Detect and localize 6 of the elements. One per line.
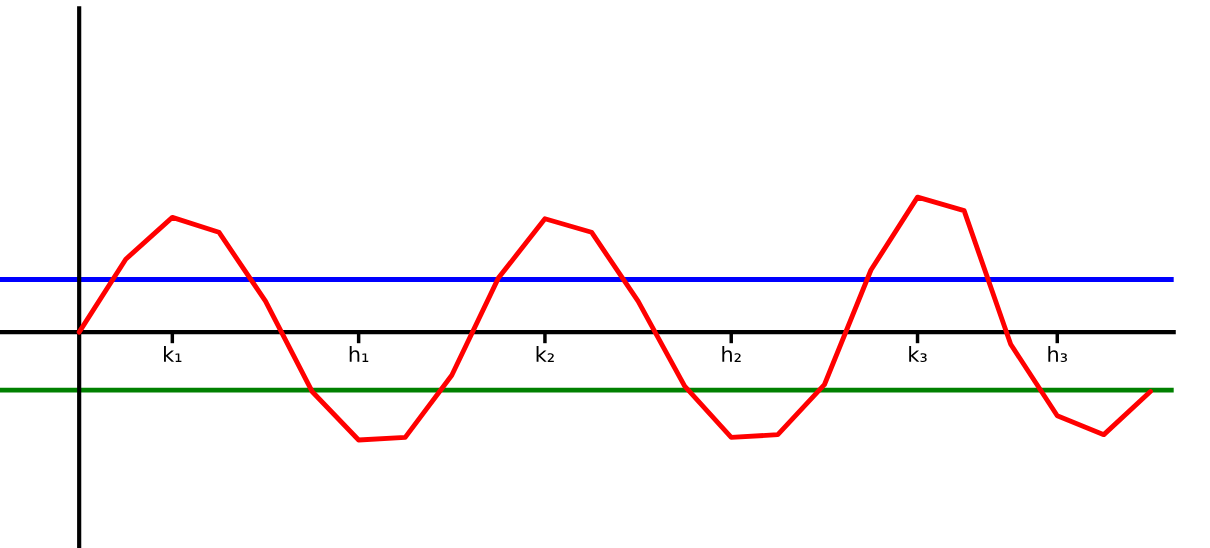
x-tick-label: k₂ — [536, 345, 554, 362]
x-tick-label: h₁ — [349, 345, 369, 362]
x-tick-label: h₃ — [1048, 345, 1067, 363]
x-tick-label: k₃ — [909, 345, 927, 363]
x-tick-label: k₁ — [164, 345, 182, 362]
x-tick-label: h₂ — [722, 345, 741, 362]
